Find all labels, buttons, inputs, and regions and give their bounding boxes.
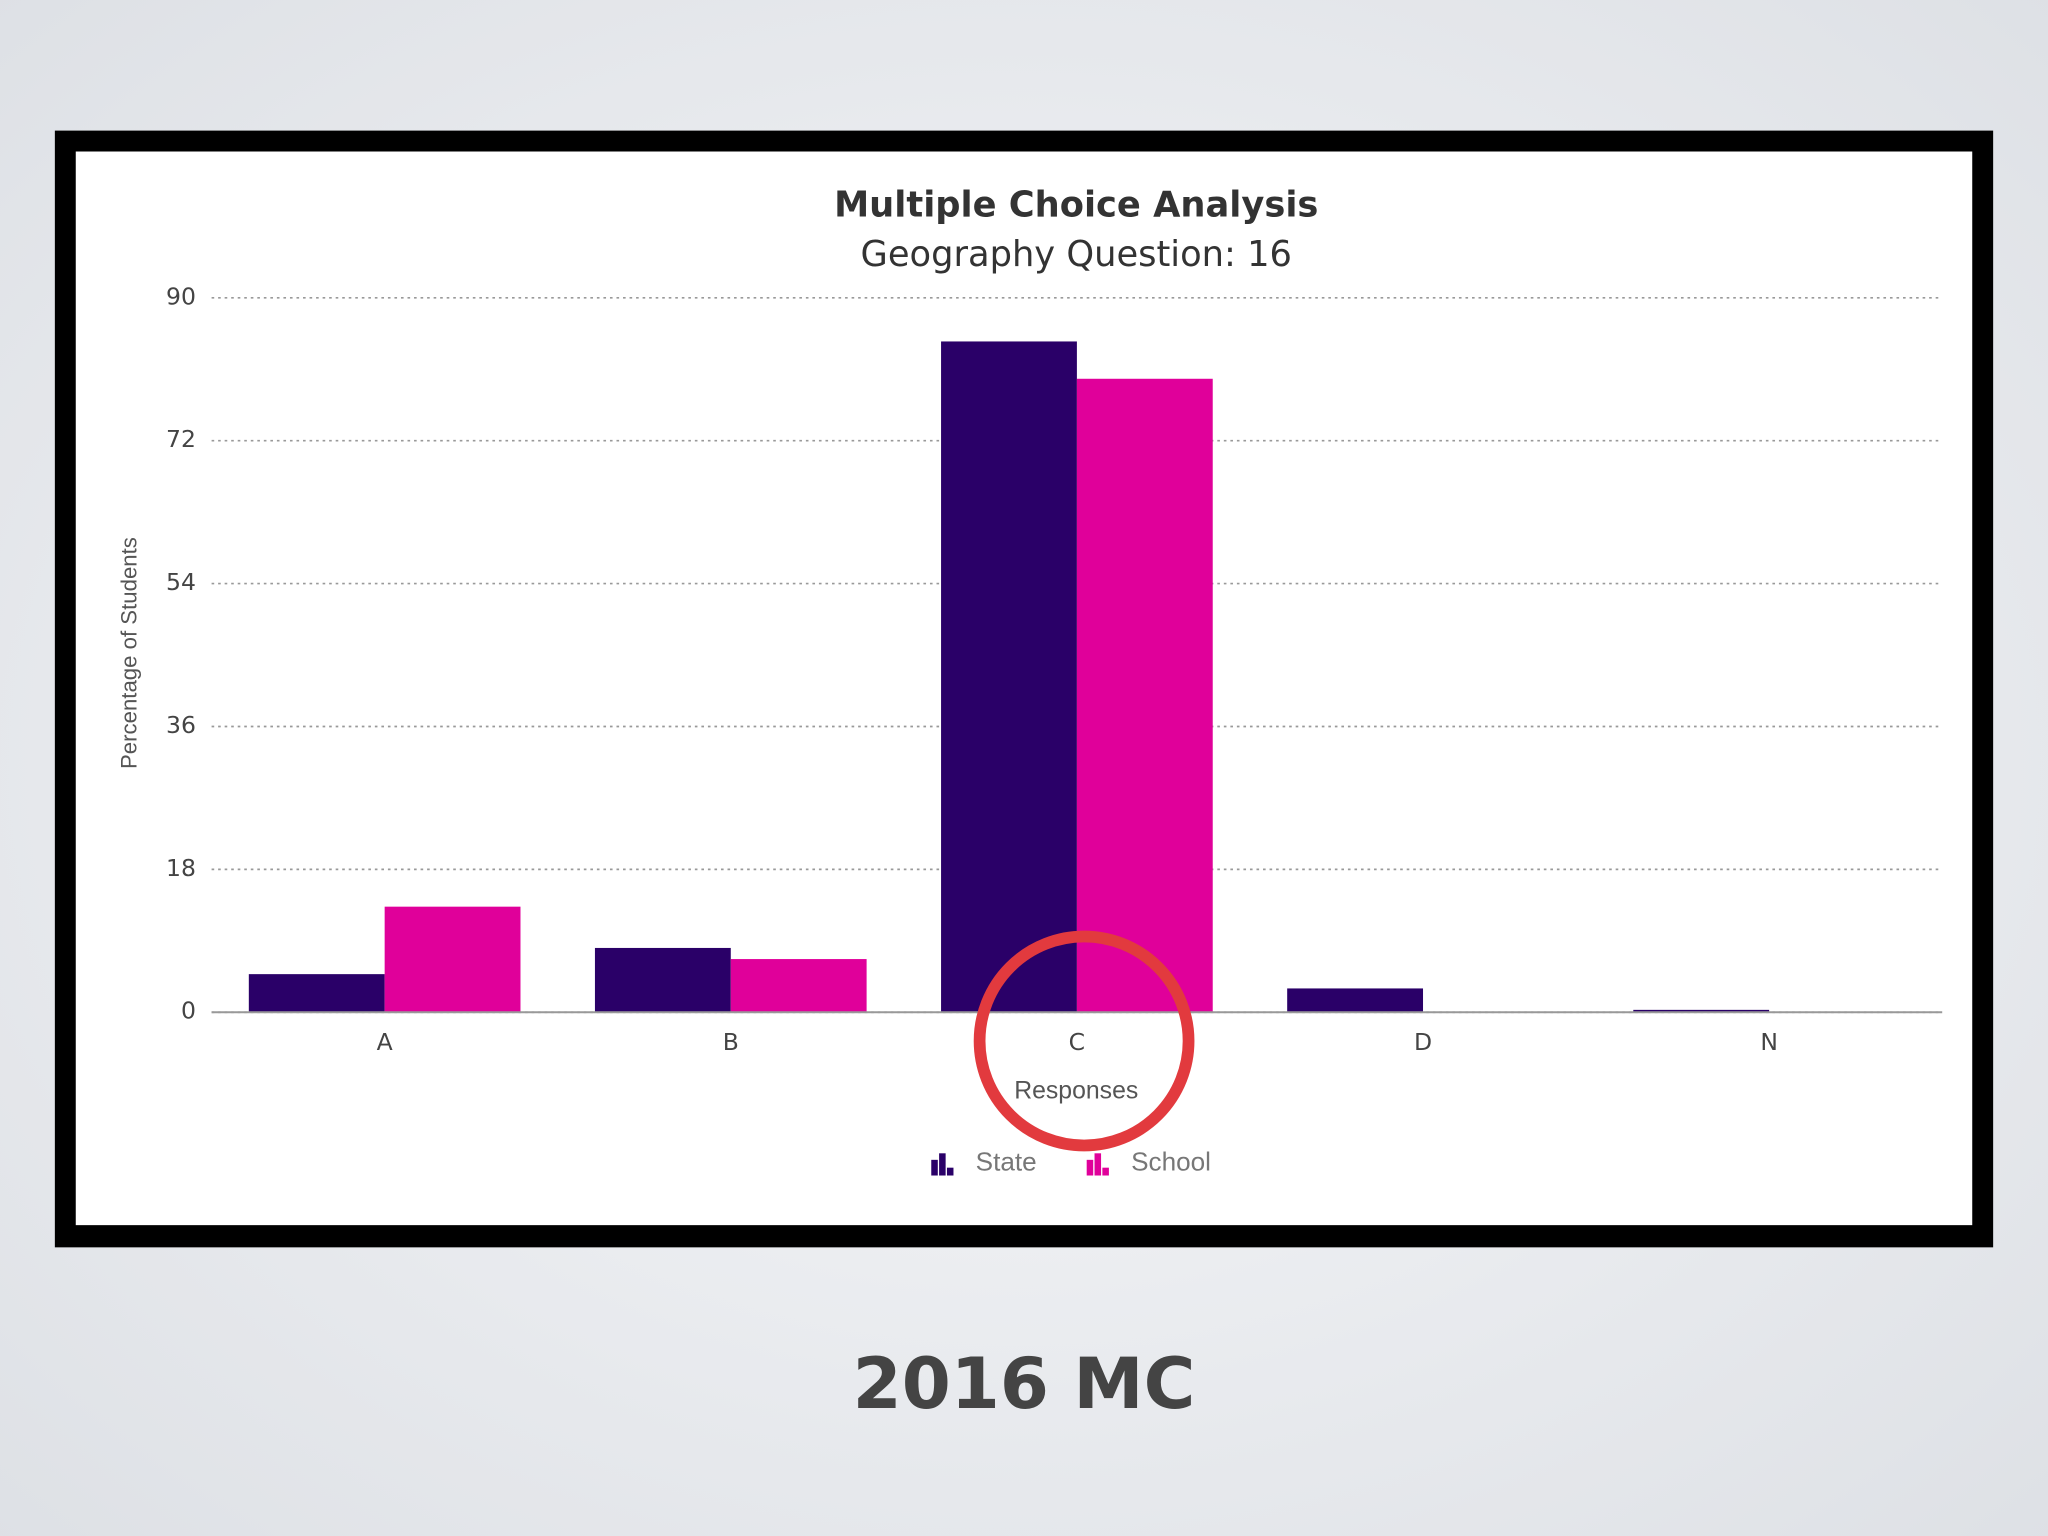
bar — [941, 341, 1077, 1013]
legend-icon — [946, 1167, 954, 1176]
y-tick-label: 54 — [166, 568, 196, 596]
slide-caption: 2016 MC — [853, 1343, 1196, 1425]
x-tick-label: B — [723, 1028, 739, 1056]
bar — [384, 906, 521, 1013]
y-tick-label: 18 — [166, 854, 196, 882]
bar — [594, 947, 731, 1013]
chart-subtitle: Geography Question: 16 — [861, 234, 1292, 275]
legend-label: School — [1131, 1147, 1211, 1177]
x-tick-label: N — [1760, 1028, 1778, 1056]
bar — [1076, 378, 1213, 1013]
highlight-circle — [973, 930, 1195, 1152]
x-tick-label: D — [1414, 1028, 1432, 1056]
chart-title: Multiple Choice Analysis — [834, 184, 1318, 225]
x-axis-label: Responses — [1014, 1077, 1138, 1104]
legend: State School — [931, 1147, 1211, 1177]
legend-icon — [1086, 1159, 1094, 1176]
y-axis-label: Percentage of Students — [116, 537, 141, 769]
x-tick-label: C — [1069, 1028, 1085, 1056]
legend-icon — [1094, 1153, 1102, 1176]
y-tick-label: 36 — [166, 711, 196, 739]
legend-icon — [931, 1159, 938, 1176]
plot: 0 18 36 54 72 90 A B C D N — [166, 282, 1943, 1056]
legend-icon — [939, 1153, 946, 1176]
legend-label: State — [976, 1147, 1037, 1177]
bar — [1633, 1009, 1770, 1013]
bar — [1287, 988, 1424, 1013]
legend-icon — [1102, 1167, 1109, 1176]
y-tick-label: 90 — [166, 282, 196, 310]
bar — [248, 974, 385, 1013]
x-tick-label: A — [377, 1028, 393, 1056]
bar — [730, 959, 867, 1013]
y-tick-label: 0 — [181, 997, 196, 1025]
y-tick-label: 72 — [166, 425, 196, 453]
